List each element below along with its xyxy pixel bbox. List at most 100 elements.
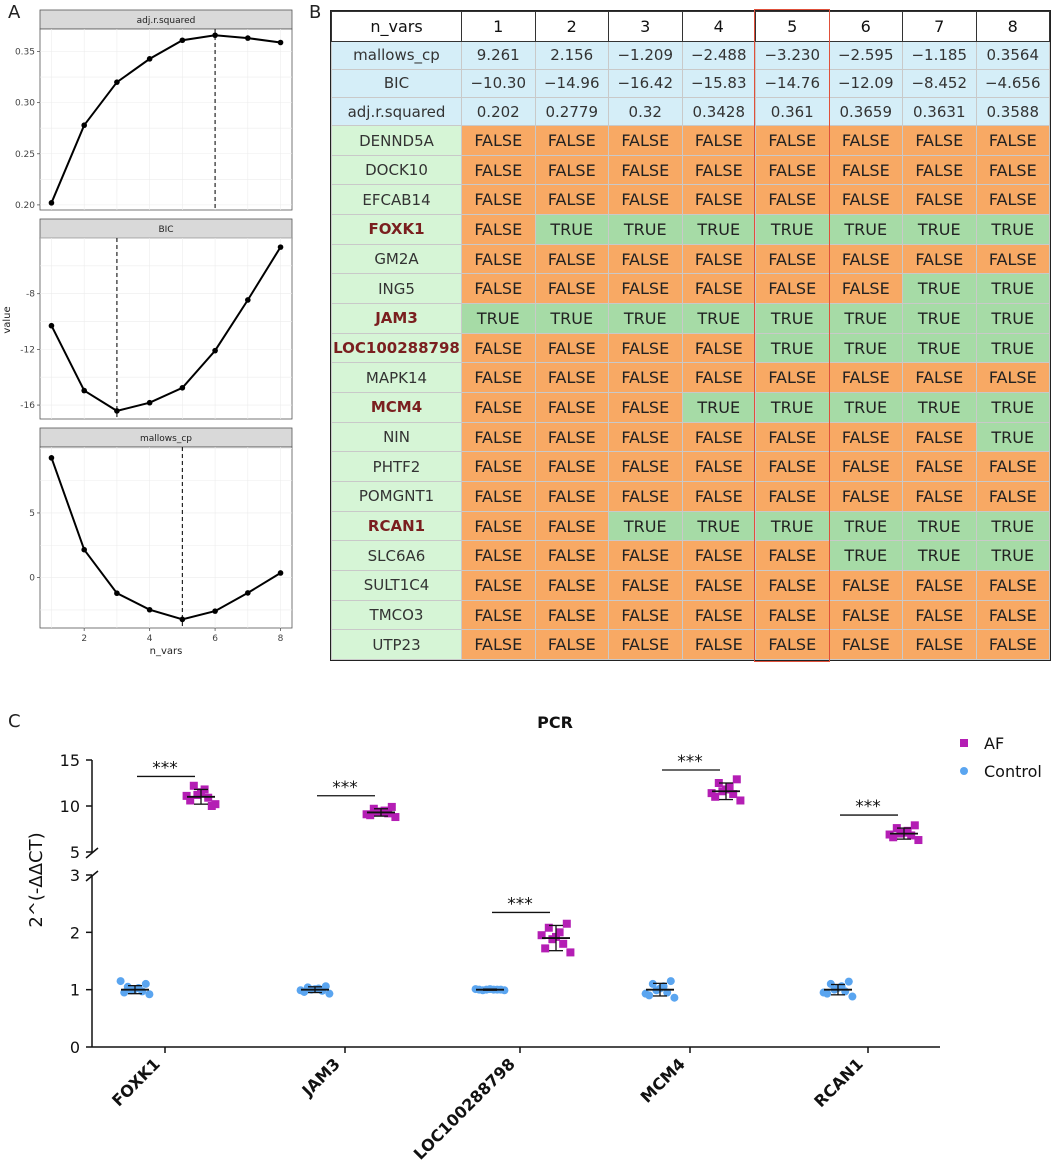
cell-false: FALSE xyxy=(681,599,756,631)
cell-false: FALSE xyxy=(681,451,756,483)
stat-value: −14.96 xyxy=(534,68,609,99)
cell-false: FALSE xyxy=(681,243,756,275)
cell-false: FALSE xyxy=(681,332,756,364)
cell-true: TRUE xyxy=(534,214,609,245)
cell-false: FALSE xyxy=(902,599,977,631)
cell-false: FALSE xyxy=(681,154,756,186)
data-point xyxy=(146,56,153,62)
gene-name: GM2A xyxy=(331,243,462,275)
control-point xyxy=(471,985,480,994)
cell-false: FALSE xyxy=(681,540,756,572)
gene-name: NIN xyxy=(331,421,462,453)
data-point xyxy=(114,408,120,414)
gene-row: RCAN1 FALSE FALSE TRUE TRUE TRUE TRUE TRUE TRUE xyxy=(331,510,1050,542)
panel-label-b: B xyxy=(309,2,321,23)
stat-value: 2.156 xyxy=(534,40,609,70)
control-point xyxy=(641,989,650,998)
group-af-foxk1 xyxy=(182,781,220,810)
cell-false: FALSE xyxy=(534,451,609,483)
cell-false: FALSE xyxy=(534,629,609,660)
cell-false: FALSE xyxy=(828,184,903,216)
cell-false: FALSE xyxy=(461,629,536,660)
cell-true: TRUE xyxy=(975,392,1050,423)
data-point xyxy=(48,322,55,329)
data-point xyxy=(146,606,153,613)
category-label: MCM4 xyxy=(637,1054,689,1106)
category-label: LOC100288798 xyxy=(410,1054,519,1163)
gene-name: MAPK14 xyxy=(331,362,462,394)
control-point xyxy=(141,979,150,988)
data-point xyxy=(179,385,186,391)
cell-true: TRUE xyxy=(681,510,756,542)
y-tick-label: 0 xyxy=(70,1038,80,1057)
cell-true: TRUE xyxy=(755,214,830,245)
af-point xyxy=(544,923,553,932)
cell-false: FALSE xyxy=(681,481,756,512)
gene-row: GM2A FALSE FALSE FALSE FALSE FALSE FALSE FALSE F… xyxy=(331,243,1050,275)
gene-row: DENND5A FALSE FALSE FALSE FALSE FALSE FALSE FAL… xyxy=(331,125,1050,156)
stat-value: −1.209 xyxy=(608,40,683,70)
y-tick-label: -8 xyxy=(26,290,35,300)
cell-true: TRUE xyxy=(828,214,903,245)
x-tick-label: 8 xyxy=(278,634,284,644)
significance-label: *** xyxy=(332,778,358,798)
cell-false: FALSE xyxy=(608,629,683,660)
gene-name: PHTF2 xyxy=(331,451,462,483)
gene-name: MCM4 xyxy=(331,392,462,423)
cell-false: FALSE xyxy=(902,154,977,186)
stat-value: −3.230 xyxy=(755,40,830,70)
gene-name: LOC100288798 xyxy=(331,332,462,364)
cell-false: FALSE xyxy=(461,332,536,364)
af-point xyxy=(537,931,546,940)
cell-false: FALSE xyxy=(755,481,830,512)
stat-value: −4.656 xyxy=(975,68,1050,99)
cell-true: TRUE xyxy=(608,510,683,542)
cell-true: TRUE xyxy=(828,303,903,334)
y-axis-label: value xyxy=(2,306,13,333)
cell-true: TRUE xyxy=(975,273,1050,305)
y-tick-label: 0 xyxy=(29,574,35,584)
cell-false: FALSE xyxy=(534,154,609,186)
gene-row: ING5 FALSE FALSE FALSE FALSE FALSE FALSE TRUE TR… xyxy=(331,273,1050,305)
x-tick-label: 4 xyxy=(147,634,153,644)
gene-name: DENND5A xyxy=(331,125,462,156)
group-af-rcan1 xyxy=(885,821,923,845)
cell-false: FALSE xyxy=(461,214,536,245)
cell-true: TRUE xyxy=(681,214,756,245)
cell-false: FALSE xyxy=(902,421,977,453)
cell-true: TRUE xyxy=(534,303,609,334)
stat-value: −16.42 xyxy=(608,68,683,99)
stat-value: 0.3588 xyxy=(975,96,1050,127)
cell-false: FALSE xyxy=(608,481,683,512)
cell-false: FALSE xyxy=(534,392,609,423)
af-point xyxy=(369,804,378,813)
header-cell: 7 xyxy=(902,11,977,42)
cell-true: TRUE xyxy=(828,540,903,572)
header-cell: 2 xyxy=(534,11,609,42)
control-point xyxy=(666,977,675,986)
stat-value: 0.3428 xyxy=(681,96,756,127)
cell-false: FALSE xyxy=(681,125,756,156)
panel-b-selection-table: n_vars 1 2 3 4 5 6 7 8 mallows_cp 9.261 2.156 −1.209… xyxy=(330,9,1051,662)
cell-true: TRUE xyxy=(755,510,830,542)
cell-false: FALSE xyxy=(681,273,756,305)
cell-false: FALSE xyxy=(975,451,1050,483)
cell-true: TRUE xyxy=(902,273,977,305)
af-point xyxy=(707,789,716,798)
cell-false: FALSE xyxy=(681,184,756,216)
control-point xyxy=(848,992,857,1001)
facet-BIC: BIC -16 -12 -8 xyxy=(20,218,293,420)
cell-false: FALSE xyxy=(608,184,683,216)
gene-name: RCAN1 xyxy=(331,510,462,542)
gene-row: PHTF2 FALSE FALSE FALSE FALSE FALSE FALSE FALSE… xyxy=(331,451,1050,483)
data-point xyxy=(277,244,284,250)
stat-value: 0.361 xyxy=(755,96,830,127)
group-af-jam3 xyxy=(362,802,400,822)
cell-true: TRUE xyxy=(975,214,1050,245)
control-point xyxy=(296,986,305,995)
af-point xyxy=(892,824,901,833)
cell-false: FALSE xyxy=(608,421,683,453)
facet-title: mallows_cp xyxy=(140,434,192,444)
stat-value: −15.83 xyxy=(681,68,756,99)
af-point xyxy=(732,775,741,784)
